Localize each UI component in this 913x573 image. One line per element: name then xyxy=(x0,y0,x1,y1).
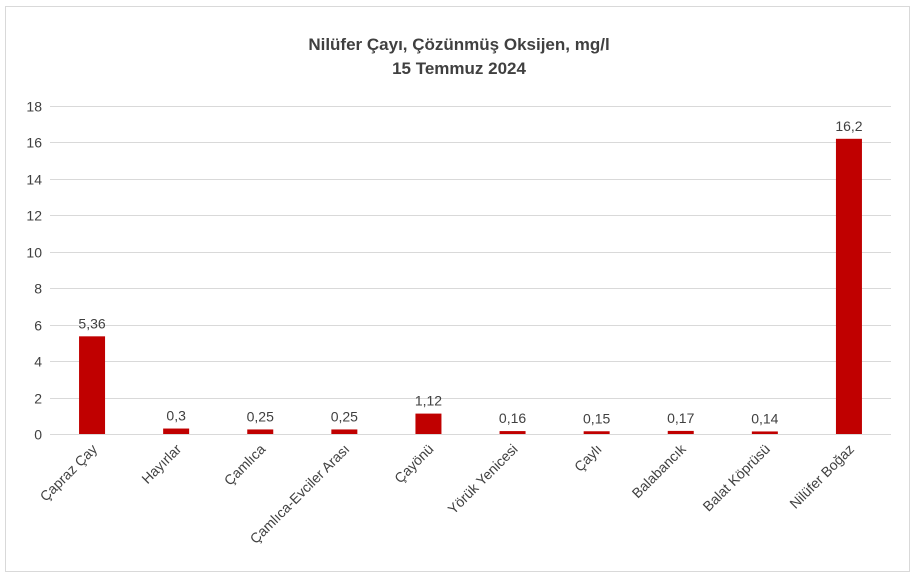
y-tick-label: 4 xyxy=(34,354,42,370)
y-tick-label: 16 xyxy=(26,135,42,151)
data-label: 16,2 xyxy=(835,118,862,134)
bar xyxy=(415,413,442,434)
bar xyxy=(583,431,610,434)
y-tick-label: 12 xyxy=(26,208,42,224)
data-label: 0,25 xyxy=(247,408,274,424)
y-tick-label: 18 xyxy=(26,99,42,115)
data-label: 0,17 xyxy=(667,410,694,426)
data-label: 0,16 xyxy=(499,410,526,426)
bar xyxy=(751,431,778,434)
x-tick-label: Hayırlar xyxy=(138,441,184,487)
x-tick-label: Balabancık xyxy=(629,440,690,501)
data-label: 5,36 xyxy=(78,315,105,331)
x-tick-label: Yörük Yenicesi xyxy=(444,441,520,517)
y-tick-label: 14 xyxy=(26,172,42,188)
bar xyxy=(247,429,274,434)
y-tick-label: 0 xyxy=(34,427,42,443)
x-tick-label: Çayönü xyxy=(391,441,436,486)
bar xyxy=(79,336,106,434)
y-tick-label: 2 xyxy=(34,391,42,407)
data-label: 0,14 xyxy=(751,410,778,426)
chart-subtitle: 15 Temmuz 2024 xyxy=(392,59,526,78)
x-axis: Çapraz Çay Hayırlar ÇamlıcaÇamlıca-Evciler… xyxy=(37,440,857,547)
y-tick-label: 8 xyxy=(34,281,42,297)
y-axis: 0 2 4 6 8 10 12 14 16 18 xyxy=(26,99,42,443)
bar xyxy=(331,429,358,434)
data-label: 1,12 xyxy=(415,393,442,409)
y-tick-label: 10 xyxy=(26,245,42,261)
x-tick-label: Çamlıca xyxy=(221,441,269,489)
x-tick-label: Nilüfer Boğaz xyxy=(786,441,857,512)
bar xyxy=(667,430,694,434)
gridlines xyxy=(50,106,891,435)
x-tick-label: Balat Köprüsü xyxy=(699,441,773,515)
bars xyxy=(79,138,862,435)
chart-title: Nilüfer Çayı, Çözünmüş Oksijen, mg/l xyxy=(308,35,609,54)
data-labels: 5,36 0,3 0,25 0,25 1,12 0,16 0,15 0,17 0,14 16,2 xyxy=(78,118,862,427)
data-label: 0,3 xyxy=(166,408,186,424)
y-tick-label: 6 xyxy=(34,318,42,334)
bar xyxy=(163,428,190,434)
data-label: 0,25 xyxy=(331,408,358,424)
bar xyxy=(499,431,526,434)
x-tick-label: Çapraz Çay xyxy=(37,441,101,505)
x-tick-label: Çaylı xyxy=(571,441,605,475)
data-label: 0,15 xyxy=(583,410,610,426)
bar xyxy=(835,138,862,435)
